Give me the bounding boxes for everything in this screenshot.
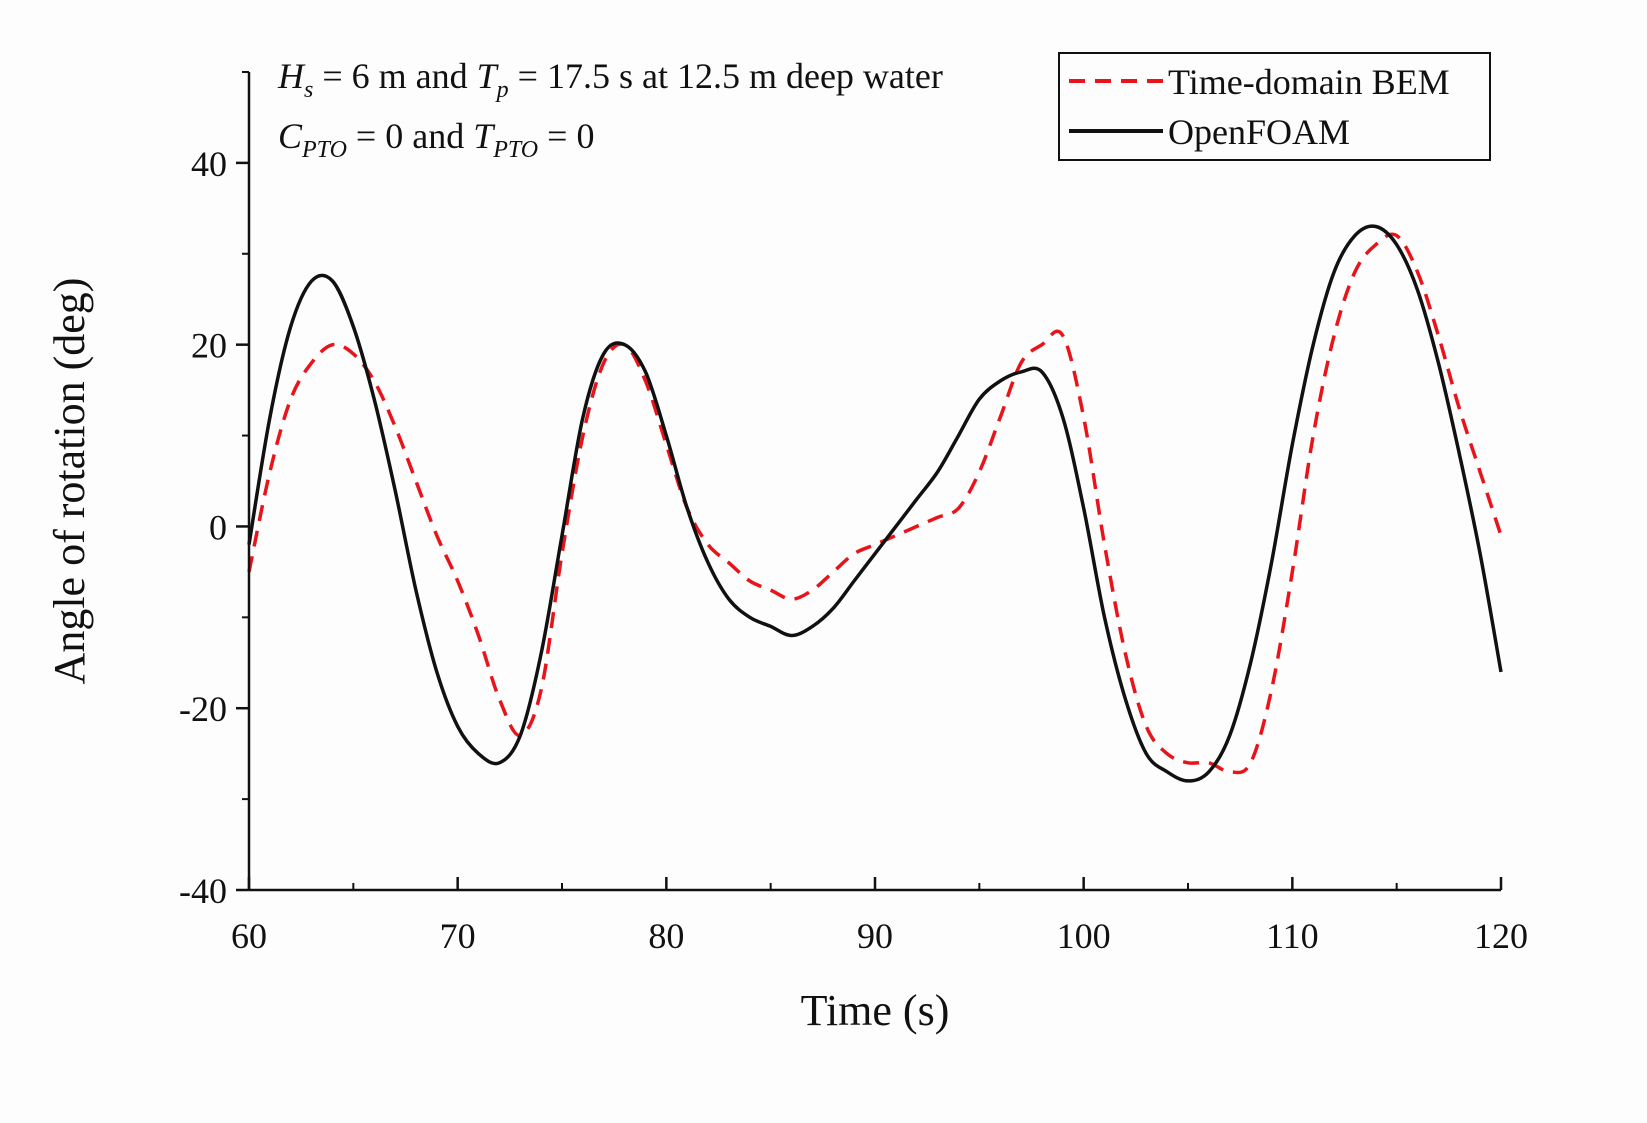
annotation-c: C xyxy=(278,116,303,156)
x-tick-label-110: 110 xyxy=(1266,916,1319,956)
annotation: Hs = 6 m and Tp = 17.5 s at 12.5 m deep … xyxy=(277,56,943,163)
annotation-t2: T xyxy=(473,116,496,156)
series-line-openfoam xyxy=(247,224,1503,783)
axes: 60 70 80 90 100 110 120 -40 -20 0 20 40 xyxy=(179,71,1528,956)
y-tick-label--20: -20 xyxy=(179,689,227,729)
x-tick-label-100: 100 xyxy=(1057,916,1111,956)
x-tick-label-70: 70 xyxy=(440,916,476,956)
x-tick-label-60: 60 xyxy=(231,916,267,956)
x-tick-label-120: 120 xyxy=(1474,916,1528,956)
y-tick-label--40: -40 xyxy=(179,871,227,911)
x-ticks: 60 70 80 90 100 110 120 xyxy=(231,877,1528,956)
x-axis-label: Time (s) xyxy=(801,986,950,1035)
legend-label-openfoam: OpenFOAM xyxy=(1168,112,1350,152)
annotation-t2-tail: = 0 xyxy=(538,116,594,156)
series-layer xyxy=(247,224,1503,783)
annotation-h-mid: = 6 m and xyxy=(313,56,476,96)
annotation-line-1: Hs = 6 m and Tp = 17.5 s at 12.5 m deep … xyxy=(277,56,943,103)
annotation-h-sub: s xyxy=(304,77,313,103)
legend-box xyxy=(1058,52,1491,161)
legend: Time-domain BEM OpenFOAM xyxy=(1058,52,1491,161)
annotation-t2-sub: PTO xyxy=(492,137,538,163)
annotation-line-2: CPTO = 0 and TPTO = 0 xyxy=(278,116,594,163)
annotation-h: H xyxy=(277,56,306,96)
y-tick-label-40: 40 xyxy=(191,144,227,184)
y-tick-label-0: 0 xyxy=(209,507,227,547)
annotation-c-mid: = 0 and xyxy=(347,116,473,156)
y-tick-label-20: 20 xyxy=(191,326,227,366)
y-ticks: -40 -20 0 20 40 xyxy=(179,71,249,911)
annotation-t: T xyxy=(477,56,500,96)
annotation-t-tail: = 17.5 s at 12.5 m deep water xyxy=(509,56,943,96)
y-axis-label: Angle of rotation (deg) xyxy=(45,278,94,685)
x-tick-label-90: 90 xyxy=(857,916,893,956)
legend-label-bem: Time-domain BEM xyxy=(1168,62,1450,102)
annotation-c-sub: PTO xyxy=(301,137,347,163)
annotation-t-sub: p xyxy=(495,77,509,103)
x-tick-label-80: 80 xyxy=(648,916,684,956)
